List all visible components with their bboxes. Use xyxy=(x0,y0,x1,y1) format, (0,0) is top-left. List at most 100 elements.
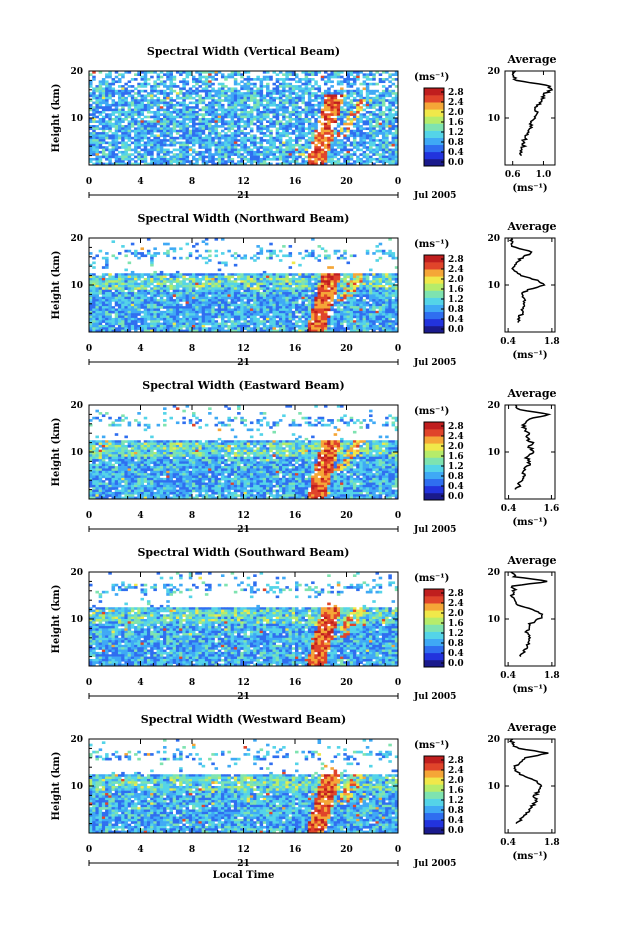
heatmap-cell xyxy=(233,94,238,98)
heatmap-cell xyxy=(369,141,373,145)
heatmap-cell xyxy=(385,275,389,279)
heatmap-cell xyxy=(311,287,315,290)
heatmap-cell xyxy=(375,245,379,248)
heatmap-cell xyxy=(175,71,180,74)
heatmap-cell xyxy=(333,141,338,145)
heatmap-cell xyxy=(394,118,399,121)
heatmap-cell xyxy=(301,136,305,140)
heatmap-cell xyxy=(307,306,312,309)
heatmap-cell xyxy=(137,150,141,154)
heatmap-cell xyxy=(130,252,135,255)
heatmap-cell xyxy=(282,80,286,84)
heatmap-cell xyxy=(182,317,186,321)
heatmap-cell xyxy=(388,277,392,281)
heatmap-cell xyxy=(166,122,170,126)
heatmap-cell xyxy=(259,92,264,95)
heatmap-cell xyxy=(134,120,138,123)
heatmap-cell xyxy=(127,139,132,142)
heatmap-cell xyxy=(98,277,103,281)
heatmap-cell xyxy=(333,285,338,288)
heatmap-cell xyxy=(394,96,399,100)
heatmap-cell xyxy=(307,120,312,123)
heatmap-cell xyxy=(372,294,376,298)
heatmap-cell xyxy=(327,115,331,119)
heatmap-cell xyxy=(266,108,270,112)
heatmap-cell xyxy=(124,294,128,298)
heatmap-cell xyxy=(356,313,360,316)
heatmap-cell xyxy=(282,122,286,126)
heatmap-cell xyxy=(369,315,373,319)
heatmap-cell xyxy=(227,94,231,98)
heatmap-cell xyxy=(333,315,338,319)
heatmap-cell xyxy=(320,150,325,154)
heatmap-cell xyxy=(89,289,93,293)
heatmap-cell xyxy=(359,99,363,102)
heatmap-cell xyxy=(146,125,151,128)
heatmap-cell xyxy=(121,310,125,314)
heatmap-cell xyxy=(307,273,312,276)
heatmap-cell xyxy=(179,101,183,105)
heatmap-cell xyxy=(214,115,219,119)
heatmap-cell xyxy=(188,106,193,109)
heatmap-cell xyxy=(92,120,96,123)
heatmap-cell xyxy=(352,273,357,276)
heatmap-cell xyxy=(352,115,357,119)
heatmap-cell xyxy=(365,282,370,286)
heatmap-cell xyxy=(323,299,328,302)
heatmap-cell xyxy=(121,245,125,248)
heatmap-cell xyxy=(269,108,273,112)
heatmap-cell xyxy=(134,136,138,140)
heatmap-cell xyxy=(266,299,270,302)
heatmap-cell xyxy=(166,120,170,123)
heatmap-cell xyxy=(211,277,215,281)
heatmap-cell xyxy=(220,141,225,145)
heatmap-cell xyxy=(150,259,154,262)
heatmap-cell xyxy=(204,110,209,114)
heatmap-cell xyxy=(317,282,322,286)
heatmap-cell xyxy=(108,94,112,98)
heatmap-cell xyxy=(295,99,299,102)
heatmap-cell xyxy=(153,252,157,255)
heatmap-cell xyxy=(394,308,399,312)
heatmap-cell xyxy=(256,148,260,152)
heatmap-cell xyxy=(372,106,376,109)
heatmap-cell xyxy=(114,153,119,156)
heatmap-cell xyxy=(127,129,132,133)
heatmap-cell xyxy=(159,294,164,298)
heatmap-cell xyxy=(89,301,93,305)
heatmap-cell xyxy=(182,96,186,100)
heatmap-cell xyxy=(333,110,338,114)
heatmap-cell xyxy=(169,134,173,138)
heatmap-cell xyxy=(249,310,254,314)
heatmap-cell xyxy=(101,148,106,152)
heatmap-cell xyxy=(330,99,334,102)
heatmap-cell xyxy=(201,289,206,293)
heatmap-cell xyxy=(230,127,235,131)
heatmap-cell xyxy=(166,153,170,156)
heatmap-cell xyxy=(349,110,354,114)
heatmap-cell xyxy=(346,118,351,121)
heatmap-cell xyxy=(95,132,99,135)
heatmap-cell xyxy=(356,78,360,81)
heatmap-cell xyxy=(343,103,347,107)
heatmap-cell xyxy=(101,282,106,286)
heatmap-cell xyxy=(295,80,299,84)
heatmap-cell xyxy=(89,308,93,312)
heatmap-cell xyxy=(204,289,209,293)
heatmap-cell xyxy=(388,122,392,126)
heatmap-cell xyxy=(172,308,177,312)
heatmap-cell xyxy=(365,136,370,140)
heatmap-cell xyxy=(146,301,151,305)
heatmap-cell xyxy=(243,282,248,286)
heatmap-cell xyxy=(253,118,257,121)
heatmap-cell xyxy=(340,273,344,276)
heatmap-cell xyxy=(256,162,260,166)
heatmap-cell xyxy=(159,303,164,307)
heatmap-cell xyxy=(272,317,276,321)
heatmap-cell xyxy=(201,308,206,312)
heatmap-cell xyxy=(105,285,109,288)
colorbar-tick-label: 1.2 xyxy=(448,128,464,138)
heatmap-cell xyxy=(95,282,99,286)
heatmap-cell xyxy=(330,73,334,76)
heatmap-cell xyxy=(323,254,328,258)
